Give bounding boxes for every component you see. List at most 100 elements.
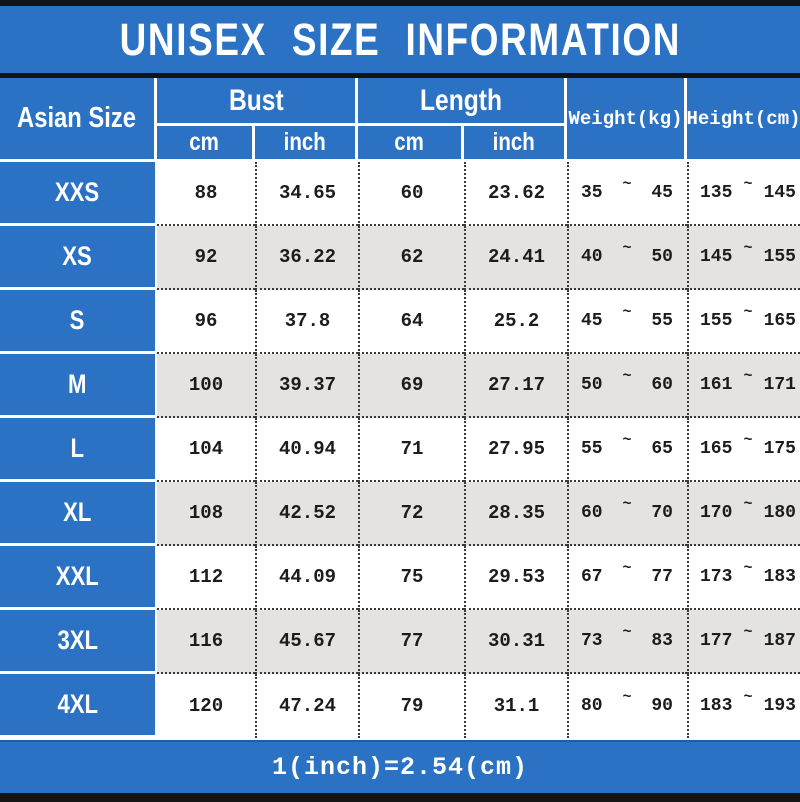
bust-cm-value: 88 [157,162,255,226]
height-range: 183 ~193 [687,674,800,738]
weight-min: 55 [581,439,603,459]
table-row: XXL 112 44.09 75 29.53 67 ~77 173 ~183 [0,546,800,610]
footer-bar: 1(inch)=2.54(cm) [0,740,800,793]
height-min: 135 [700,183,733,203]
length-cm-value: 71 [358,418,464,482]
weight-range: 55 ~65 [567,418,687,482]
length-inch-value: 23.62 [464,162,567,226]
tilde-glyph: ~ [622,688,632,706]
tilde-glyph: ~ [622,559,632,577]
tilde-glyph: ~ [743,623,753,641]
size-label: XXS [0,162,157,226]
weight-range: 50 ~60 [567,354,687,418]
title-bar: UNISEX SIZE INFORMATION [0,6,800,73]
weight-range: 40 ~50 [567,226,687,290]
height-max: 193 [763,696,796,716]
size-label: 4XL [0,674,157,738]
weight-range: 67 ~77 [567,546,687,610]
bust-inch-value: 34.65 [255,162,358,226]
table-row: XL 108 42.52 72 28.35 60 ~70 170 ~180 [0,482,800,546]
column-header-bust: Bust [157,78,358,126]
tilde-glyph: ~ [622,239,632,257]
length-cm-value: 77 [358,610,464,674]
weight-min: 73 [581,631,603,651]
weight-max: 65 [651,439,673,459]
height-range: 170 ~180 [687,482,800,546]
bust-inch-value: 44.09 [255,546,358,610]
column-header-bust-inch: inch [255,126,358,159]
bottom-black-bar [0,793,800,802]
bust-inch-value: 47.24 [255,674,358,738]
column-header-length-inch: inch [464,126,567,159]
bust-cm-value: 92 [157,226,255,290]
length-inch-value: 31.1 [464,674,567,738]
length-cm-value: 72 [358,482,464,546]
height-max: 175 [763,439,796,459]
column-header-asian-size: Asian Size [0,78,157,159]
title-divider [0,73,800,78]
weight-max: 55 [651,311,673,331]
length-inch-value: 27.17 [464,354,567,418]
height-max: 165 [763,311,796,331]
height-min: 145 [700,247,733,267]
bust-cm-value: 116 [157,610,255,674]
length-cm-value: 62 [358,226,464,290]
bust-cm-value: 112 [157,546,255,610]
weight-max: 77 [651,567,673,587]
column-header-bust-cm: cm [157,126,255,159]
weight-range: 73 ~83 [567,610,687,674]
height-min: 161 [700,375,733,395]
height-min: 165 [700,439,733,459]
tilde-glyph: ~ [622,175,632,193]
length-inch-value: 29.53 [464,546,567,610]
column-header-length: Length [358,78,567,126]
tilde-glyph: ~ [743,559,753,577]
tilde-glyph: ~ [622,367,632,385]
tilde-glyph: ~ [622,495,632,513]
tilde-glyph: ~ [743,175,753,193]
tilde-glyph: ~ [743,303,753,321]
height-range: 145 ~155 [687,226,800,290]
size-label: XL [0,482,157,546]
weight-max: 70 [651,503,673,523]
size-label: M [0,354,157,418]
weight-min: 40 [581,247,603,267]
bust-cm-value: 96 [157,290,255,354]
weight-max: 45 [651,183,673,203]
weight-min: 80 [581,696,603,716]
weight-range: 45 ~55 [567,290,687,354]
tilde-glyph: ~ [622,431,632,449]
height-range: 177 ~187 [687,610,800,674]
height-max: 145 [763,183,796,203]
size-label: XS [0,226,157,290]
bust-inch-value: 45.67 [255,610,358,674]
bust-cm-value: 108 [157,482,255,546]
height-max: 171 [763,375,796,395]
bust-inch-value: 37.8 [255,290,358,354]
height-max: 155 [763,247,796,267]
length-cm-value: 60 [358,162,464,226]
bust-cm-value: 100 [157,354,255,418]
tilde-glyph: ~ [743,367,753,385]
weight-min: 50 [581,375,603,395]
bust-inch-value: 36.22 [255,226,358,290]
length-cm-value: 69 [358,354,464,418]
height-range: 165 ~175 [687,418,800,482]
height-max: 187 [763,631,796,651]
height-range: 173 ~183 [687,546,800,610]
table-row: XS 92 36.22 62 24.41 40 ~50 145 ~155 [0,226,800,290]
weight-range: 80 ~90 [567,674,687,738]
size-label: S [0,290,157,354]
weight-min: 60 [581,503,603,523]
weight-max: 50 [651,247,673,267]
size-label: L [0,418,157,482]
size-table-header: Asian Size Bust Length Weight(kg) Height… [0,78,800,159]
bust-cm-value: 104 [157,418,255,482]
size-table-body: XXS 88 34.65 60 23.62 35 ~45 135 ~145 XS 92 36.22 62… [0,162,800,738]
table-row: M 100 39.37 69 27.17 50 ~60 161 ~171 [0,354,800,418]
length-cm-value: 79 [358,674,464,738]
table-row: L 104 40.94 71 27.95 55 ~65 165 ~175 [0,418,800,482]
height-max: 183 [763,567,796,587]
length-inch-value: 24.41 [464,226,567,290]
table-row: 3XL 116 45.67 77 30.31 73 ~83 177 ~187 [0,610,800,674]
